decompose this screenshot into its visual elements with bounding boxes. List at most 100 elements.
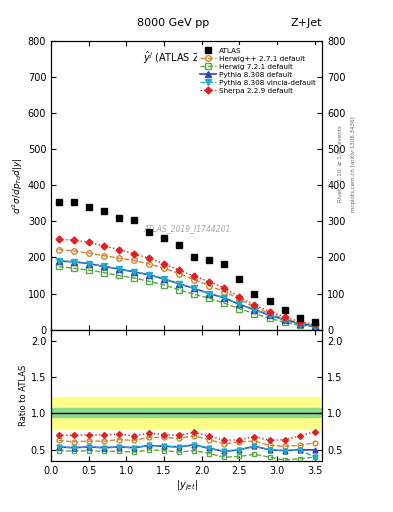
- Pythia 8.308 vincia-default: [116, 266, 121, 272]
- Pythia 8.308 vincia-default: [297, 321, 302, 327]
- Herwig++ 2.7.1 default: [237, 296, 242, 302]
- Line: ATLAS: ATLAS: [55, 198, 318, 326]
- Pythia 8.308 vincia-default: [72, 259, 76, 265]
- Herwig 7.2.1 default: [86, 267, 91, 273]
- Y-axis label: $d^2\sigma/dp_{Td}d|y|$: $d^2\sigma/dp_{Td}d|y|$: [11, 157, 25, 214]
- Herwig 7.2.1 default: [222, 300, 227, 306]
- Herwig++ 2.7.1 default: [282, 316, 287, 322]
- Herwig 7.2.1 default: [207, 295, 211, 301]
- ATLAS: [56, 199, 61, 205]
- Pythia 8.308 vincia-default: [192, 285, 196, 291]
- ATLAS: [162, 234, 167, 241]
- Pythia 8.308 default: [237, 301, 242, 307]
- Herwig++ 2.7.1 default: [297, 320, 302, 326]
- Sherpa 2.2.9 default: [177, 267, 182, 273]
- Pythia 8.308 vincia-default: [282, 317, 287, 323]
- Herwig++ 2.7.1 default: [147, 261, 151, 267]
- ATLAS: [177, 242, 182, 248]
- Sherpa 2.2.9 default: [86, 239, 91, 245]
- ATLAS: [86, 204, 91, 210]
- Herwig++ 2.7.1 default: [267, 310, 272, 316]
- Pythia 8.308 default: [207, 290, 211, 296]
- Sherpa 2.2.9 default: [297, 318, 302, 325]
- Pythia 8.308 default: [252, 307, 257, 313]
- Sherpa 2.2.9 default: [222, 285, 227, 291]
- Pythia 8.308 vincia-default: [86, 261, 91, 267]
- Line: Pythia 8.308 default: Pythia 8.308 default: [56, 258, 318, 329]
- Sherpa 2.2.9 default: [101, 243, 106, 249]
- Sherpa 2.2.9 default: [72, 237, 76, 243]
- Pythia 8.308 default: [267, 312, 272, 318]
- Herwig 7.2.1 default: [237, 306, 242, 312]
- Pythia 8.308 vincia-default: [267, 312, 272, 318]
- Sherpa 2.2.9 default: [147, 255, 151, 261]
- ATLAS: [267, 297, 272, 304]
- Herwig++ 2.7.1 default: [207, 283, 211, 289]
- Herwig 7.2.1 default: [252, 311, 257, 317]
- Pythia 8.308 vincia-default: [222, 295, 227, 301]
- Herwig++ 2.7.1 default: [101, 252, 106, 259]
- Herwig++ 2.7.1 default: [162, 265, 167, 271]
- Pythia 8.308 vincia-default: [237, 301, 242, 307]
- Sherpa 2.2.9 default: [312, 321, 317, 327]
- Herwig 7.2.1 default: [147, 278, 151, 284]
- Sherpa 2.2.9 default: [116, 246, 121, 252]
- Text: mcplots.cern.ch [arXiv:1306.3436]: mcplots.cern.ch [arXiv:1306.3436]: [351, 116, 356, 211]
- Herwig 7.2.1 default: [267, 315, 272, 321]
- Pythia 8.308 default: [147, 272, 151, 278]
- Line: Herwig 7.2.1 default: Herwig 7.2.1 default: [56, 264, 318, 330]
- Pythia 8.308 vincia-default: [312, 324, 317, 330]
- Herwig 7.2.1 default: [312, 324, 317, 330]
- Sherpa 2.2.9 default: [56, 237, 61, 243]
- Sherpa 2.2.9 default: [162, 261, 167, 267]
- ATLAS: [192, 254, 196, 261]
- Pythia 8.308 default: [192, 285, 196, 291]
- Sherpa 2.2.9 default: [132, 251, 136, 257]
- ATLAS: [72, 199, 76, 205]
- ATLAS: [297, 315, 302, 321]
- Pythia 8.308 vincia-default: [162, 276, 167, 282]
- Text: ATLAS_2019_I1744201: ATLAS_2019_I1744201: [143, 224, 230, 233]
- ATLAS: [237, 276, 242, 282]
- Sherpa 2.2.9 default: [207, 279, 211, 285]
- Text: 8000 GeV pp: 8000 GeV pp: [137, 18, 209, 28]
- Pythia 8.308 vincia-default: [147, 272, 151, 278]
- Pythia 8.308 default: [162, 276, 167, 282]
- Herwig 7.2.1 default: [297, 322, 302, 328]
- Text: Z+Jet: Z+Jet: [291, 18, 322, 28]
- Herwig 7.2.1 default: [282, 319, 287, 326]
- Pythia 8.308 default: [116, 266, 121, 272]
- Pythia 8.308 default: [312, 323, 317, 329]
- Pythia 8.308 default: [56, 258, 61, 264]
- X-axis label: $|y_{jet}|$: $|y_{jet}|$: [176, 478, 198, 493]
- Herwig++ 2.7.1 default: [312, 322, 317, 328]
- ATLAS: [116, 215, 121, 221]
- Herwig++ 2.7.1 default: [222, 289, 227, 295]
- Pythia 8.308 default: [177, 281, 182, 287]
- Herwig++ 2.7.1 default: [252, 304, 257, 310]
- ATLAS: [147, 229, 151, 235]
- Legend: ATLAS, Herwig++ 2.7.1 default, Herwig 7.2.1 default, Pythia 8.308 default, Pythi: ATLAS, Herwig++ 2.7.1 default, Herwig 7.…: [197, 45, 319, 97]
- ATLAS: [132, 217, 136, 223]
- Herwig 7.2.1 default: [56, 263, 61, 269]
- Herwig 7.2.1 default: [192, 291, 196, 297]
- Pythia 8.308 default: [86, 261, 91, 267]
- Herwig 7.2.1 default: [101, 269, 106, 275]
- Herwig 7.2.1 default: [177, 287, 182, 293]
- Bar: [51, 408, 322, 417]
- Herwig++ 2.7.1 default: [72, 248, 76, 254]
- Pythia 8.308 default: [282, 317, 287, 323]
- Sherpa 2.2.9 default: [282, 314, 287, 320]
- ATLAS: [222, 261, 227, 267]
- Pythia 8.308 default: [101, 263, 106, 269]
- Sherpa 2.2.9 default: [252, 302, 257, 308]
- Line: Pythia 8.308 vincia-default: Pythia 8.308 vincia-default: [56, 258, 318, 330]
- Line: Herwig++ 2.7.1 default: Herwig++ 2.7.1 default: [56, 247, 318, 328]
- Sherpa 2.2.9 default: [192, 273, 196, 279]
- Herwig 7.2.1 default: [72, 265, 76, 271]
- ATLAS: [282, 307, 287, 313]
- Text: Rivet 3.1.10, ≥ 1.9M events: Rivet 3.1.10, ≥ 1.9M events: [338, 125, 342, 202]
- ATLAS: [207, 257, 211, 263]
- Y-axis label: Ratio to ATLAS: Ratio to ATLAS: [19, 365, 28, 426]
- Pythia 8.308 default: [132, 269, 136, 275]
